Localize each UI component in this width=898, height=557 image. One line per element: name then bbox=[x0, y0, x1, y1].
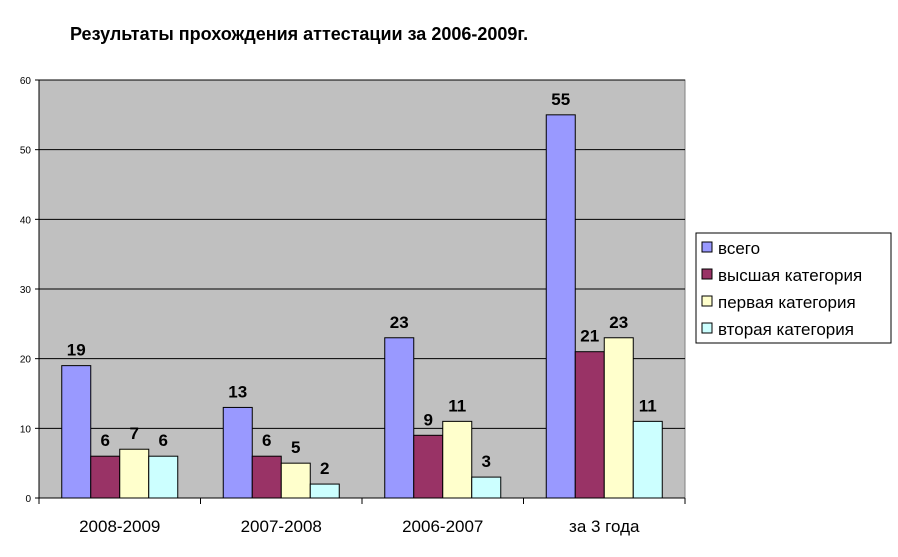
legend-swatch bbox=[701, 241, 713, 253]
bar bbox=[61, 365, 92, 499]
data-label: 21 bbox=[580, 327, 599, 346]
data-label: 23 bbox=[609, 313, 628, 332]
data-label: 19 bbox=[67, 341, 86, 360]
data-label: 6 bbox=[262, 431, 271, 450]
chart-title: Результаты прохождения аттестации за 200… bbox=[70, 24, 529, 44]
bar bbox=[309, 483, 340, 499]
x-category-label: за 3 года bbox=[569, 517, 640, 536]
x-category-label: 2008-2009 bbox=[79, 517, 160, 536]
legend-label: высшая категория bbox=[718, 266, 862, 285]
data-label: 5 bbox=[291, 438, 300, 457]
legend-swatch bbox=[701, 268, 713, 280]
plot-area: 0 10 20 30 40 50 60 2008-2009 19 6 7 6 2007-2008 13 6 5… bbox=[20, 76, 686, 536]
y-tick-label: 50 bbox=[20, 146, 32, 157]
data-label: 7 bbox=[130, 424, 139, 443]
data-label: 3 bbox=[482, 452, 491, 471]
bar bbox=[251, 455, 282, 499]
legend-label: вторая категория bbox=[718, 320, 854, 339]
legend-label: всего bbox=[718, 239, 760, 258]
data-label: 9 bbox=[424, 410, 433, 429]
bar bbox=[413, 434, 444, 499]
data-label: 6 bbox=[159, 431, 168, 450]
legend: всего высшая категория первая категория вто… bbox=[695, 232, 892, 344]
bar bbox=[574, 351, 605, 499]
bar bbox=[384, 337, 415, 499]
y-tick-label: 60 bbox=[20, 76, 32, 87]
y-tick-label: 20 bbox=[20, 355, 32, 366]
bar bbox=[148, 455, 179, 499]
data-label: 6 bbox=[101, 431, 110, 450]
bar bbox=[603, 337, 634, 499]
data-label: 2 bbox=[320, 459, 329, 478]
legend-swatch bbox=[701, 295, 713, 307]
bar bbox=[222, 406, 253, 499]
bar bbox=[632, 420, 663, 499]
data-label: 11 bbox=[448, 396, 466, 415]
y-tick-label: 0 bbox=[25, 494, 31, 505]
x-category-label: 2006-2007 bbox=[402, 517, 483, 536]
y-tick-label: 30 bbox=[20, 285, 32, 296]
data-label: 11 bbox=[639, 396, 657, 415]
bar bbox=[442, 420, 473, 499]
legend-box bbox=[695, 232, 892, 344]
bar bbox=[90, 455, 121, 499]
bar bbox=[280, 462, 311, 499]
bar bbox=[119, 448, 150, 499]
legend-label: первая категория bbox=[718, 293, 856, 312]
y-tick-label: 40 bbox=[20, 215, 32, 226]
bar bbox=[545, 114, 576, 499]
data-label: 13 bbox=[228, 382, 247, 401]
legend-swatch bbox=[701, 322, 713, 334]
data-label: 23 bbox=[390, 313, 409, 332]
x-category-label: 2007-2008 bbox=[241, 517, 322, 536]
y-tick-label: 10 bbox=[20, 424, 32, 435]
data-label: 55 bbox=[551, 90, 570, 109]
bar bbox=[471, 476, 502, 499]
